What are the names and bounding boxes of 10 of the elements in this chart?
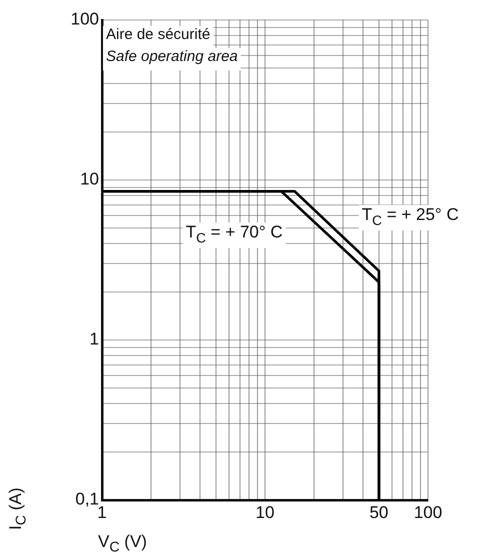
x-tick-label: 50 — [369, 502, 388, 522]
y-tick-label: 10 — [80, 170, 99, 189]
y-tick-label: 0,1 — [75, 490, 99, 509]
x-axis-title: V$_{C}$ (V) — [98, 532, 147, 556]
x-tick-label: 10 — [256, 502, 274, 522]
x-tick-label: 100 — [414, 502, 442, 522]
y-tick-label: 100 — [70, 10, 99, 29]
text: Safe operating area — [106, 48, 238, 66]
y-tick-label: 1 — [90, 330, 99, 349]
chart-title: Aire de sécurité — [106, 26, 210, 44]
